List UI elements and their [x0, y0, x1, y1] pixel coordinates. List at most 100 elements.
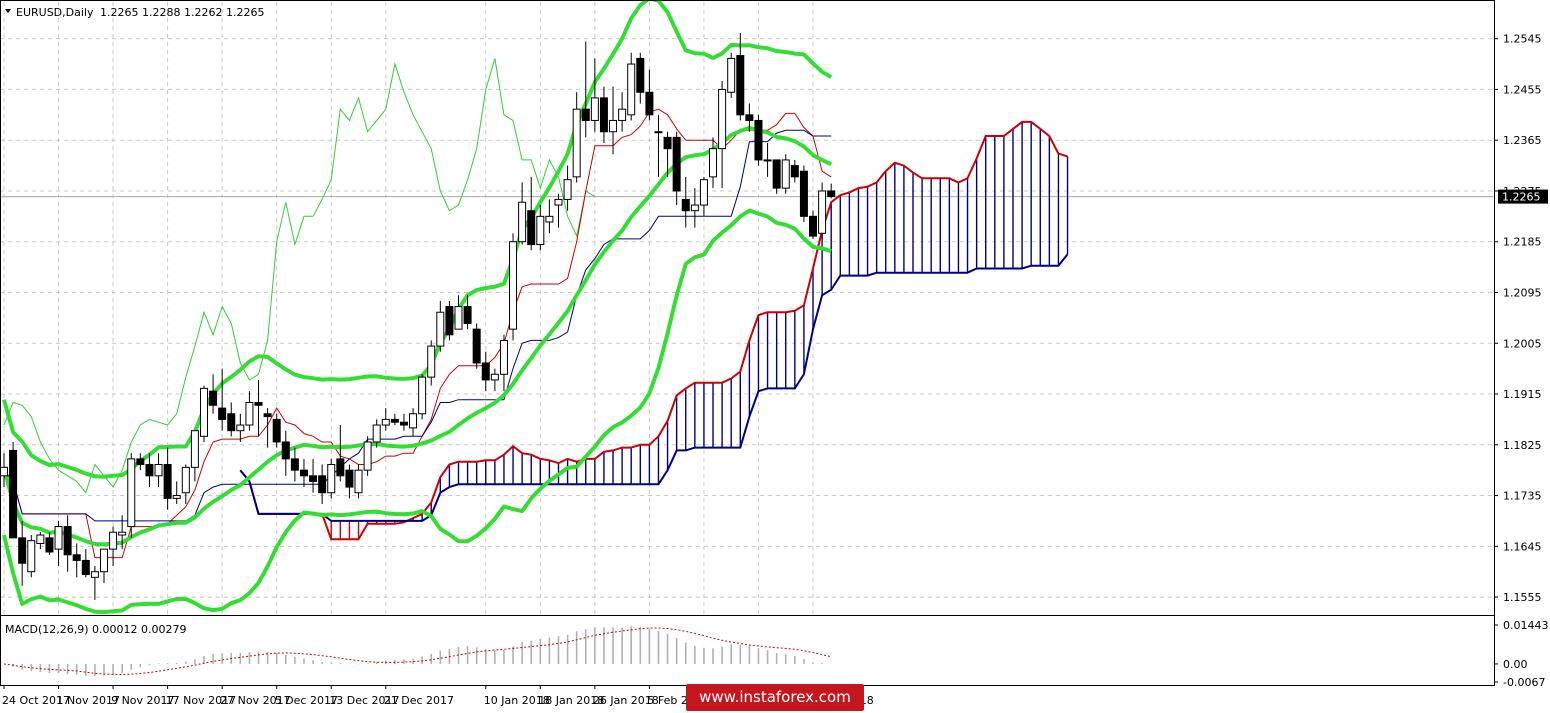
candle	[699, 176, 708, 217]
candle-body	[472, 328, 481, 364]
candle	[645, 69, 654, 121]
price-tick-label: 1.2095	[1503, 286, 1542, 299]
candle	[445, 300, 454, 341]
ohlc-values: 1.2265 1.2288 1.2262 1.2265	[100, 6, 264, 19]
candle-body	[727, 57, 736, 93]
candle	[599, 86, 608, 144]
candle-body	[272, 418, 281, 443]
candle	[672, 131, 681, 206]
candle	[727, 52, 736, 98]
candle-body	[399, 421, 408, 426]
candle	[63, 515, 72, 572]
candle-body	[681, 198, 690, 212]
candle-body	[81, 559, 90, 576]
candle	[299, 458, 308, 488]
candle-body	[554, 198, 563, 206]
candle-body	[581, 108, 590, 121]
date-tick-label: 1 Nov 2017	[57, 694, 120, 707]
candle-body	[645, 91, 654, 116]
date-tick-label: 27 Nov 2017	[220, 694, 290, 707]
candle-body	[609, 119, 618, 133]
candle-body	[518, 201, 527, 243]
candle	[109, 526, 118, 567]
candle	[499, 334, 508, 392]
candle	[163, 447, 172, 510]
candle	[209, 374, 218, 414]
candle-body	[418, 376, 427, 415]
candle-body	[736, 55, 745, 116]
candle	[409, 408, 418, 437]
candle-body	[0, 466, 8, 477]
candle-body	[627, 63, 636, 116]
candle	[190, 430, 199, 482]
candle-body	[172, 495, 181, 499]
candle-body	[99, 548, 108, 573]
candle-body	[445, 306, 454, 336]
chart-header: EURUSD,Daily 1.2265 1.2288 1.2262 1.2265	[5, 6, 264, 19]
candle-body	[427, 345, 436, 378]
candle	[754, 114, 763, 166]
candle	[136, 453, 145, 471]
candle	[590, 58, 599, 132]
candle	[363, 436, 372, 476]
watermark-text: www.instaforex.com	[699, 688, 851, 706]
candle-body	[354, 469, 363, 494]
candle	[399, 413, 408, 431]
candle-body	[9, 449, 18, 539]
candle	[254, 379, 263, 437]
candle	[227, 402, 236, 437]
candle	[545, 199, 554, 234]
candle-body	[27, 540, 36, 573]
candle-body	[809, 215, 818, 237]
candle	[690, 188, 699, 228]
candle-body	[72, 554, 81, 561]
candle	[18, 520, 27, 586]
candle	[563, 165, 572, 211]
candle-body	[827, 190, 836, 198]
candle-body	[690, 204, 699, 212]
candle	[263, 408, 272, 448]
candle-body	[299, 469, 308, 477]
candle	[572, 92, 581, 183]
candle	[427, 340, 436, 386]
candle	[609, 86, 618, 155]
candle	[236, 413, 245, 442]
candle	[790, 159, 799, 183]
candle-body	[654, 131, 663, 134]
candle-body	[254, 401, 263, 406]
price-tick-label: 1.2365	[1503, 134, 1542, 147]
candle	[781, 154, 790, 194]
macd-pane: 0.01443 0.00 -0.0067	[3, 619, 1549, 689]
candle	[9, 441, 18, 539]
candle	[372, 419, 381, 448]
price-tick-label: 1.2005	[1503, 337, 1542, 350]
candle-body	[463, 306, 472, 325]
candle-body	[663, 136, 672, 150]
candle	[145, 453, 154, 488]
candle	[527, 176, 536, 251]
candle-body	[718, 88, 727, 150]
price-tick-label: 1.1555	[1503, 591, 1542, 604]
candle-body	[545, 215, 554, 223]
candle	[354, 464, 363, 499]
candle-body	[209, 390, 218, 406]
candle-body	[772, 159, 781, 189]
candle	[681, 176, 690, 228]
candle	[181, 464, 190, 505]
candle-body	[63, 526, 72, 556]
candle	[654, 114, 663, 177]
chikou-span-line	[3, 58, 596, 494]
kijun-sen-line	[3, 129, 832, 522]
macd-tick-label: 0.00	[1503, 658, 1528, 671]
dropdown-triangle-icon[interactable]	[5, 9, 11, 13]
candle-body	[436, 311, 445, 347]
candle	[345, 464, 354, 499]
price-tick-label: 1.2545	[1503, 33, 1542, 46]
candle	[763, 143, 772, 177]
date-tick-label: 24 Oct 2017	[2, 694, 70, 707]
candle	[827, 183, 836, 199]
candle	[772, 159, 781, 194]
candle-body	[36, 534, 45, 544]
candle-body	[563, 179, 572, 200]
